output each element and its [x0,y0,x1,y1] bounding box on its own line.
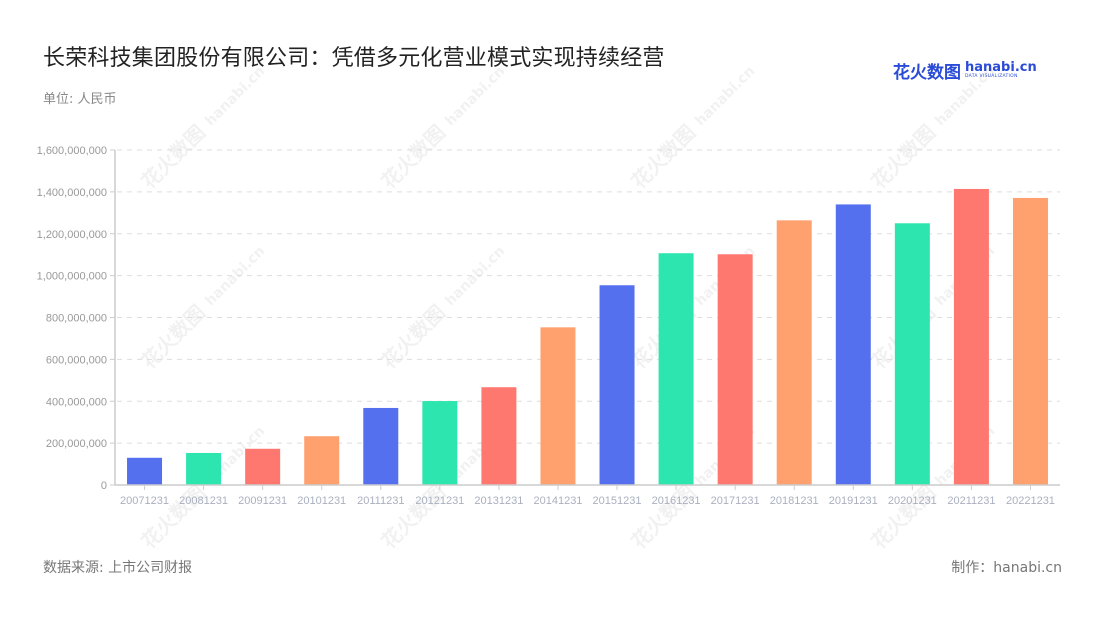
y-tick-label: 0 [101,480,107,492]
x-tick-label: 20181231 [770,495,819,507]
x-tick-label: 20171231 [711,495,760,507]
svg-text:hanabi.cn: hanabi.cn [932,63,998,129]
unit-label: 单位: 人民币 [43,92,117,107]
bar-20221231[interactable] [1012,197,1048,485]
logo-en-block: hanabi.cn DATA VISUALIZATION [965,61,1037,80]
svg-text:花火数图: 花火数图 [867,480,941,554]
svg-text:花火数图: 花火数图 [627,480,701,554]
y-tick-label: 800,000,000 [46,313,107,325]
svg-text:花火数图: 花火数图 [377,480,451,554]
bar-20151231[interactable] [599,285,635,485]
y-tick-label: 1,600,000,000 [37,145,107,157]
y-tick-label: 1,000,000,000 [37,271,107,283]
x-tick-label: 20221231 [1006,495,1055,507]
x-tick-label: 20211231 [947,495,995,507]
y-axis: 0 200,000,000 400,000,000 600,000,000 800,00… [37,145,116,492]
x-tick-label: 20151231 [593,495,642,507]
data-source: 数据来源: 上市公司财报 [43,560,193,576]
gridlines [117,149,1060,444]
x-tick-label: 20081231 [179,495,228,507]
bar-20211231[interactable] [953,188,989,485]
y-tick-label: 200,000,000 [46,438,107,450]
logo-sub-text: DATA VISUALIZATION [965,74,1018,80]
y-tick-label: 1,200,000,000 [37,229,107,241]
y-tick-label: 400,000,000 [46,396,107,408]
x-tick-label: 20101231 [297,495,346,507]
bar-20141231[interactable] [540,327,576,485]
bars [127,188,1048,485]
svg-text:hanabi.cn: hanabi.cn [442,63,508,129]
bar-20131231[interactable] [481,387,517,485]
bar-20091231[interactable] [245,448,281,485]
x-tick-label: 20111231 [357,495,404,507]
y-tick-label: 600,000,000 [46,354,107,366]
bar-20191231[interactable] [835,204,871,485]
x-tick-label: 20161231 [652,495,701,507]
hanabi-logo: 花火数图 hanabi.cn DATA VISUALIZATION [893,58,1037,83]
x-tick-label: 20071231 [120,495,169,507]
svg-text:花火数图: 花火数图 [137,480,211,554]
x-tick-label: 20091231 [238,495,287,507]
bar-20121231[interactable] [422,401,458,485]
svg-text:hanabi.cn: hanabi.cn [202,243,268,309]
bar-20101231[interactable] [304,436,340,485]
logo-cn-text: 花火数图 [893,63,961,83]
svg-text:hanabi.cn: hanabi.cn [692,63,758,129]
x-tick-label: 20201231 [888,495,937,507]
x-tick-label: 20131231 [474,495,523,507]
svg-text:花火数图: 花火数图 [867,120,941,194]
bar-20111231[interactable] [363,407,399,485]
svg-text:hanabi.cn: hanabi.cn [442,243,508,309]
x-tick-label: 20121231 [415,495,464,507]
logo-en-text: hanabi.cn [965,60,1037,76]
svg-text:花火数图: 花火数图 [137,300,211,374]
svg-text:花火数图: 花火数图 [137,120,211,194]
bar-20181231[interactable] [776,220,812,485]
svg-text:花火数图: 花火数图 [377,300,451,374]
bar-20071231[interactable] [127,457,163,485]
svg-text:花火数图: 花火数图 [627,120,701,194]
svg-text:hanabi.cn: hanabi.cn [202,63,268,129]
x-tick-label: 20141231 [533,495,582,507]
svg-text:花火数图: 花火数图 [377,120,451,194]
chart-title: 长荣科技集团股份有限公司：凭借多元化营业模式实现持续经营 [43,46,665,71]
x-axis: 20071231 20081231 20091231 20101231 20111231… [115,484,1060,507]
y-tick-label: 1,400,000,000 [37,187,107,199]
bar-20171231[interactable] [717,254,753,485]
bar-20161231[interactable] [658,253,694,485]
credit: 制作：hanabi.cn [951,560,1062,576]
x-tick-label: 20191231 [829,495,878,507]
bar-20081231[interactable] [186,452,222,485]
bar-20201231[interactable] [894,223,930,485]
